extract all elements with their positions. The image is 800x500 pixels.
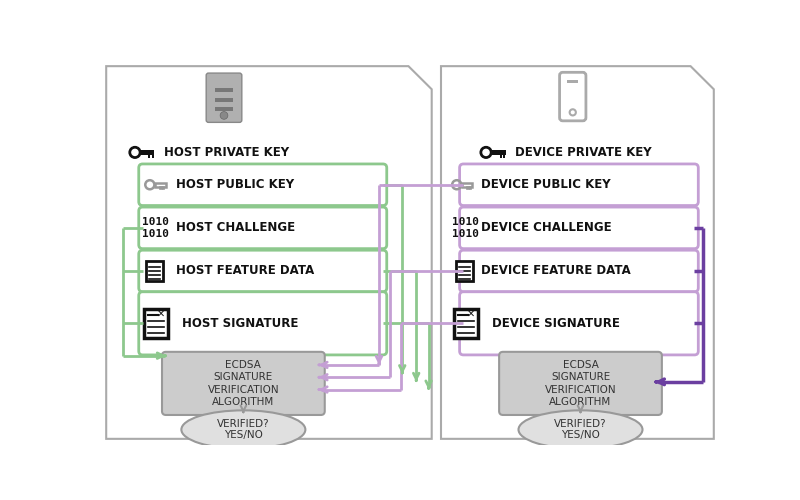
- Bar: [462, 183, 473, 186]
- Bar: [146, 260, 163, 281]
- Bar: [454, 309, 478, 338]
- Polygon shape: [106, 66, 432, 439]
- Bar: [214, 98, 234, 102]
- Text: VERIFIED?
YES/NO: VERIFIED? YES/NO: [554, 419, 607, 440]
- Circle shape: [129, 146, 141, 158]
- Bar: [152, 155, 154, 158]
- Bar: [149, 155, 150, 158]
- Bar: [470, 186, 471, 189]
- Text: ✕: ✕: [466, 308, 474, 318]
- Text: DEVICE PRIVATE KEY: DEVICE PRIVATE KEY: [515, 146, 652, 159]
- Circle shape: [483, 150, 489, 156]
- FancyBboxPatch shape: [138, 292, 386, 355]
- Text: DEVICE FEATURE DATA: DEVICE FEATURE DATA: [482, 264, 631, 278]
- Text: HOST PUBLIC KEY: HOST PUBLIC KEY: [176, 178, 294, 191]
- Circle shape: [220, 112, 228, 120]
- Bar: [467, 186, 469, 189]
- Text: ✕: ✕: [157, 308, 165, 318]
- FancyBboxPatch shape: [162, 352, 325, 415]
- FancyBboxPatch shape: [499, 352, 662, 415]
- Circle shape: [480, 146, 492, 158]
- FancyBboxPatch shape: [459, 164, 698, 205]
- Text: ECDSA
SIGNATURE
VERIFICATION
ALGORITHM: ECDSA SIGNATURE VERIFICATION ALGORITHM: [545, 360, 616, 407]
- Text: ECDSA
SIGNATURE
VERIFICATION
ALGORITHM: ECDSA SIGNATURE VERIFICATION ALGORITHM: [207, 360, 279, 407]
- Text: 1010
1010: 1010 1010: [142, 216, 170, 239]
- Text: HOST SIGNATURE: HOST SIGNATURE: [182, 317, 298, 330]
- Bar: [214, 88, 234, 92]
- Circle shape: [570, 110, 576, 116]
- FancyBboxPatch shape: [138, 164, 386, 205]
- Ellipse shape: [518, 410, 642, 449]
- Ellipse shape: [182, 410, 306, 449]
- Bar: [144, 309, 168, 338]
- FancyBboxPatch shape: [459, 207, 698, 248]
- Text: HOST FEATURE DATA: HOST FEATURE DATA: [176, 264, 314, 278]
- Bar: [141, 150, 154, 155]
- Polygon shape: [441, 66, 714, 439]
- Bar: [160, 186, 162, 189]
- Text: VERIFIED?
YES/NO: VERIFIED? YES/NO: [217, 419, 270, 440]
- FancyBboxPatch shape: [459, 292, 698, 355]
- FancyBboxPatch shape: [459, 250, 698, 292]
- FancyBboxPatch shape: [138, 250, 386, 292]
- Text: DEVICE PUBLIC KEY: DEVICE PUBLIC KEY: [482, 178, 611, 191]
- FancyBboxPatch shape: [138, 207, 386, 248]
- Bar: [499, 155, 502, 158]
- Text: HOST PRIVATE KEY: HOST PRIVATE KEY: [164, 146, 290, 159]
- FancyBboxPatch shape: [559, 72, 586, 121]
- Text: 1010
1010: 1010 1010: [452, 216, 479, 239]
- Bar: [502, 155, 505, 158]
- Text: DEVICE SIGNATURE: DEVICE SIGNATURE: [492, 317, 620, 330]
- Bar: [154, 183, 166, 186]
- Text: HOST CHALLENGE: HOST CHALLENGE: [176, 222, 295, 234]
- Circle shape: [132, 150, 138, 156]
- Bar: [492, 150, 506, 155]
- FancyBboxPatch shape: [206, 73, 242, 122]
- Bar: [455, 260, 473, 281]
- Bar: [567, 80, 578, 83]
- Bar: [214, 107, 234, 111]
- Text: DEVICE CHALLENGE: DEVICE CHALLENGE: [482, 222, 612, 234]
- Bar: [163, 186, 164, 189]
